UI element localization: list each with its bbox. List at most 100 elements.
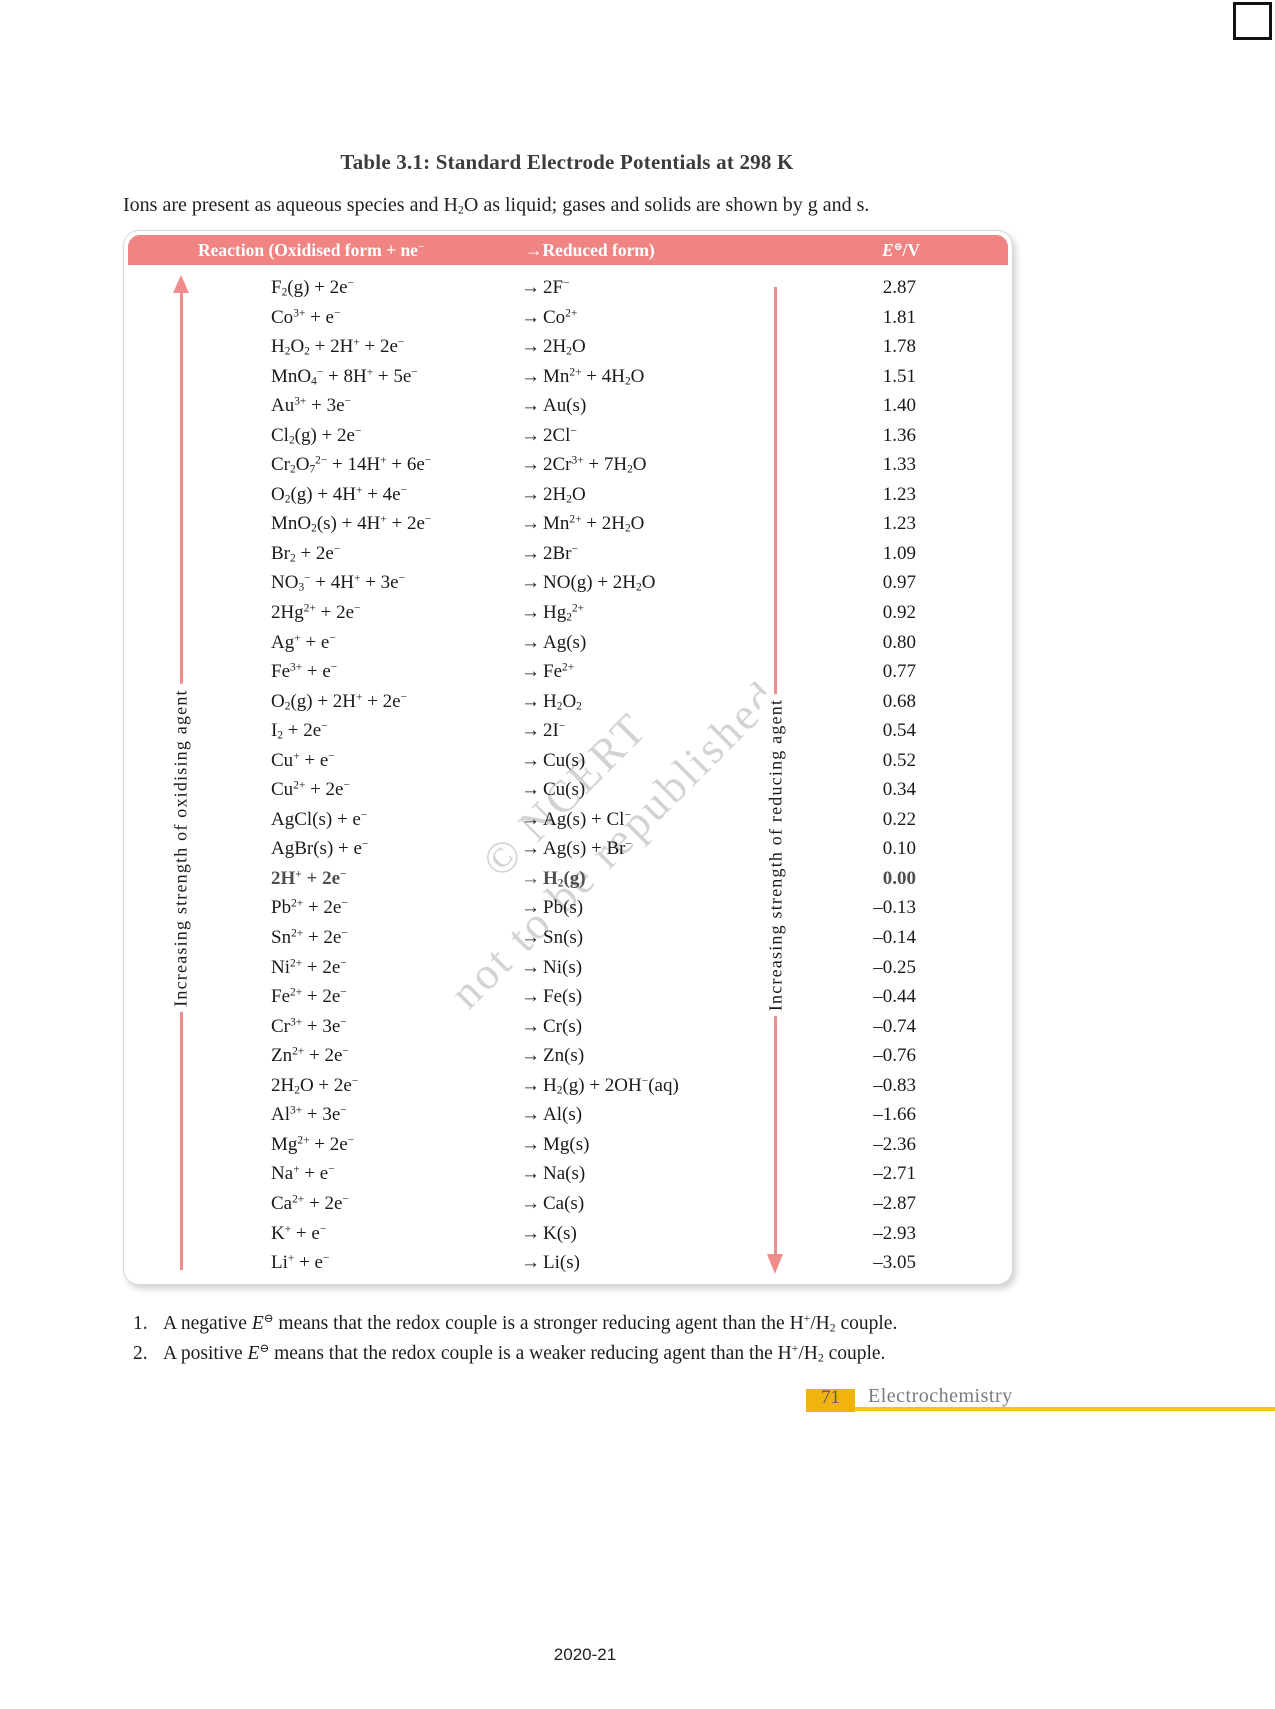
table-row: Ni2+ + 2e− → Ni(s) –0.25 bbox=[124, 953, 1012, 983]
reaction-arrow-icon: → bbox=[521, 395, 540, 417]
reduced-form: → 2Br− bbox=[521, 542, 578, 564]
potential-value: 1.81 bbox=[882, 306, 916, 328]
potential-value: –0.13 bbox=[873, 897, 916, 919]
reduced-form: → Na(s) bbox=[521, 1163, 586, 1185]
table-row: Au3+ + 3e− → Au(s) 1.40 bbox=[124, 391, 1012, 421]
reduced-form: → Al(s) bbox=[521, 1104, 583, 1126]
potential-value: –1.66 bbox=[873, 1104, 916, 1126]
reduced-form: → Hg22+ bbox=[521, 602, 585, 624]
table-row: Fe3+ + e− → Fe2+ 0.77 bbox=[124, 657, 1012, 687]
oxidised-form: Cu+ + e− bbox=[271, 749, 335, 771]
potential-value: –0.25 bbox=[873, 956, 916, 978]
oxidised-form: F2(g) + 2e− bbox=[271, 277, 355, 299]
table-header-bar: Reaction (Oxidised form + ne− →Reduced f… bbox=[128, 235, 1008, 265]
table-row: Zn2+ + 2e− → Zn(s) –0.76 bbox=[124, 1041, 1012, 1071]
reduced-form: → Ag(s) + Cl− bbox=[521, 808, 631, 830]
potential-value: 1.51 bbox=[882, 365, 916, 387]
table-row: I2 + 2e− → 2I− 0.54 bbox=[124, 716, 1012, 746]
reaction-arrow-icon: → bbox=[521, 956, 540, 978]
oxidised-form: Cr3+ + 3e− bbox=[271, 1015, 347, 1037]
oxidised-form: Cl2(g) + 2e− bbox=[271, 424, 362, 447]
reaction-arrow-icon: → bbox=[521, 720, 540, 742]
oxidised-form: Ni2+ + 2e− bbox=[271, 956, 347, 978]
table-row: K+ + e− → K(s) –2.93 bbox=[124, 1219, 1012, 1249]
table-subtitle: Ions are present as aqueous species and … bbox=[123, 194, 870, 217]
potential-value: –2.36 bbox=[873, 1133, 916, 1155]
potential-value: 0.97 bbox=[882, 572, 916, 594]
page-number-highlight bbox=[806, 1389, 855, 1412]
electrode-potentials-table: Reaction (Oxidised form + ne− →Reduced f… bbox=[123, 230, 1013, 1285]
reaction-arrow-icon: → bbox=[521, 1192, 540, 1214]
reduced-form: → Co2+ bbox=[521, 306, 578, 328]
oxidised-form: AgCl(s) + e− bbox=[271, 808, 368, 830]
table-row: Cr3+ + 3e− → Cr(s) –0.74 bbox=[124, 1012, 1012, 1042]
oxidised-form: Cr2O72− + 14H+ + 6e− bbox=[271, 454, 432, 476]
reaction-arrow-icon: → bbox=[521, 513, 540, 535]
oxidised-form: O2(g) + 2H+ + 2e− bbox=[271, 690, 408, 713]
reduced-form: → Mn2+ + 4H2O bbox=[521, 365, 645, 388]
reduced-form: → Ca(s) bbox=[521, 1192, 585, 1214]
table-row: Cu2+ + 2e− → Cu(s) 0.34 bbox=[124, 775, 1012, 805]
reduced-form: → Zn(s) bbox=[521, 1045, 585, 1067]
table-body: F2(g) + 2e− → 2F− 2.87 Co3+ + e− → Co2+ 1.81 H2O… bbox=[124, 273, 1012, 1278]
potential-value: 0.10 bbox=[882, 838, 916, 860]
reduced-form: → Mg(s) bbox=[521, 1133, 590, 1155]
reduced-form: → Sn(s) bbox=[521, 927, 584, 949]
table-row: AgCl(s) + e− → Ag(s) + Cl− 0.22 bbox=[124, 805, 1012, 835]
table-row: 2Hg2+ + 2e− → Hg22+ 0.92 bbox=[124, 598, 1012, 628]
potential-value: 1.23 bbox=[882, 513, 916, 535]
table-row: F2(g) + 2e− → 2F− 2.87 bbox=[124, 273, 1012, 303]
reduced-form: → NO(g) + 2H2O bbox=[521, 572, 656, 594]
table-row: AgBr(s) + e− → Ag(s) + Br− 0.10 bbox=[124, 834, 1012, 864]
table-row: 2H2O + 2e− → H2(g) + 2OH−(aq) –0.83 bbox=[124, 1071, 1012, 1101]
table-row: Cr2O72− + 14H+ + 6e− → 2Cr3+ + 7H2O 1.33 bbox=[124, 450, 1012, 480]
reaction-arrow-icon: → bbox=[521, 277, 540, 298]
potential-value: 0.22 bbox=[882, 808, 916, 830]
oxidised-form: Na+ + e− bbox=[271, 1163, 335, 1185]
reduced-form: → Cu(s) bbox=[521, 779, 586, 801]
oxidising-strength-label: Increasing strength of oxidising agent bbox=[164, 684, 198, 1012]
header-arrow-icon: → bbox=[525, 240, 543, 260]
oxidised-form: MnO4− + 8H+ + 5e− bbox=[271, 365, 418, 388]
potential-value: –2.87 bbox=[873, 1192, 916, 1214]
reduced-form: → Mn2+ + 2H2O bbox=[521, 513, 645, 535]
reduced-form: → Fe2+ bbox=[521, 661, 575, 683]
potential-value: –0.14 bbox=[873, 927, 916, 949]
oxidised-form: Al3+ + 3e− bbox=[271, 1104, 347, 1126]
potential-value: 1.40 bbox=[882, 395, 916, 417]
table-row: Cl2(g) + 2e− → 2Cl− 1.36 bbox=[124, 421, 1012, 451]
reaction-arrow-icon: → bbox=[521, 306, 540, 328]
reduced-form: → 2Cr3+ + 7H2O bbox=[521, 454, 647, 476]
reaction-arrow-icon: → bbox=[521, 690, 540, 712]
reaction-arrow-icon: → bbox=[521, 1074, 540, 1096]
potential-value: 0.34 bbox=[882, 779, 916, 801]
reduced-form: → H2(g) bbox=[521, 867, 586, 890]
reduced-form: → Ag(s) + Br− bbox=[521, 838, 632, 860]
footer-rule bbox=[855, 1407, 1275, 1411]
oxidised-form: Li+ + e− bbox=[271, 1252, 330, 1274]
potential-value: 1.36 bbox=[882, 424, 916, 446]
potential-value: –0.74 bbox=[873, 1015, 916, 1037]
reduced-form: → Li(s) bbox=[521, 1252, 580, 1274]
page-title: Table 3.1: Standard Electrode Potentials… bbox=[340, 150, 794, 174]
reaction-arrow-icon: → bbox=[521, 927, 540, 949]
potential-value: –0.44 bbox=[873, 986, 916, 1008]
table-row: Mg2+ + 2e− → Mg(s) –2.36 bbox=[124, 1130, 1012, 1160]
reaction-arrow-icon: → bbox=[521, 602, 540, 624]
footnotes: 1. A negative E⊖ means that the redox cou… bbox=[133, 1309, 1043, 1369]
reducing-strength-arrow-down-icon bbox=[767, 1254, 783, 1274]
table-row: 2H+ + 2e− → H2(g) 0.00 bbox=[124, 864, 1012, 894]
reaction-arrow-icon: → bbox=[521, 1163, 540, 1185]
reduced-form: → Ni(s) bbox=[521, 956, 583, 978]
potential-value: 0.68 bbox=[882, 690, 916, 712]
reaction-arrow-icon: → bbox=[521, 365, 540, 387]
reaction-arrow-icon: → bbox=[521, 542, 540, 564]
reduced-form: → Pb(s) bbox=[521, 897, 584, 919]
oxidised-form: Fe2+ + 2e− bbox=[271, 986, 347, 1008]
oxidising-strength-arrow-up-icon bbox=[173, 275, 189, 293]
table-row: O2(g) + 4H+ + 4e− → 2H2O 1.23 bbox=[124, 480, 1012, 510]
reduced-form: → Cr(s) bbox=[521, 1015, 583, 1037]
reaction-arrow-icon: → bbox=[521, 1222, 540, 1244]
oxidised-form: Mg2+ + 2e− bbox=[271, 1133, 355, 1155]
potential-value: 0.52 bbox=[882, 749, 916, 771]
